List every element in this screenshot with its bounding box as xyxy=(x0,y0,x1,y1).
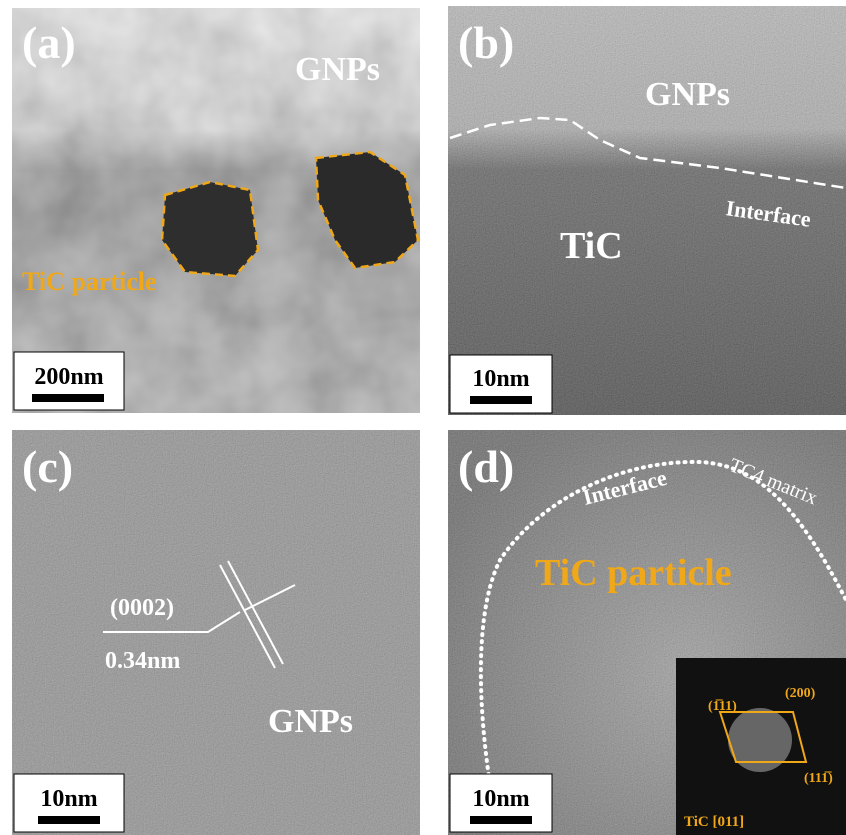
spot-label: (1̅11) xyxy=(708,698,737,714)
annotation: GNPs xyxy=(268,703,353,740)
annotation: GNPs xyxy=(295,51,380,88)
annotation: TiC particle xyxy=(22,267,157,296)
figure: (a) GNPs TiC particle 200nm (b) GNPs Int… xyxy=(0,0,846,835)
scale-label: 200nm xyxy=(34,364,103,390)
annotation: (0002) xyxy=(110,595,174,621)
panel-label: (c) xyxy=(22,441,73,492)
panel-label: (d) xyxy=(458,441,514,492)
panel-label: (a) xyxy=(22,17,76,68)
panel-d: (d) Interface TC4 matrix TiC particle (1… xyxy=(448,430,846,835)
scale-bar xyxy=(470,396,532,404)
scale-label: 10nm xyxy=(472,366,529,392)
panel-b: (b) GNPs Interface TiC 10nm xyxy=(448,6,846,415)
scale-bar xyxy=(32,394,104,402)
scale-label: 10nm xyxy=(40,786,97,812)
scale-bar xyxy=(470,816,532,824)
spot-label: (111̅) xyxy=(804,770,833,786)
scale-bar xyxy=(38,816,100,824)
panel-a: (a) GNPs TiC particle 200nm xyxy=(12,8,420,413)
spot-label: (200) xyxy=(785,686,816,701)
annotation: TiC xyxy=(560,225,623,267)
panel-c: (c) (0002) 0.34nm GNPs 10nm xyxy=(12,430,420,835)
annotation: 0.34nm xyxy=(105,648,180,674)
annotation: TiC particle xyxy=(535,552,732,594)
scale-label: 10nm xyxy=(472,786,529,812)
fft-inset: (1̅11) (200) (111̅) TiC [011] xyxy=(676,658,846,835)
panel-label: (b) xyxy=(458,17,514,68)
zone-axis: TiC [011] xyxy=(684,814,744,830)
annotation: GNPs xyxy=(645,76,730,113)
